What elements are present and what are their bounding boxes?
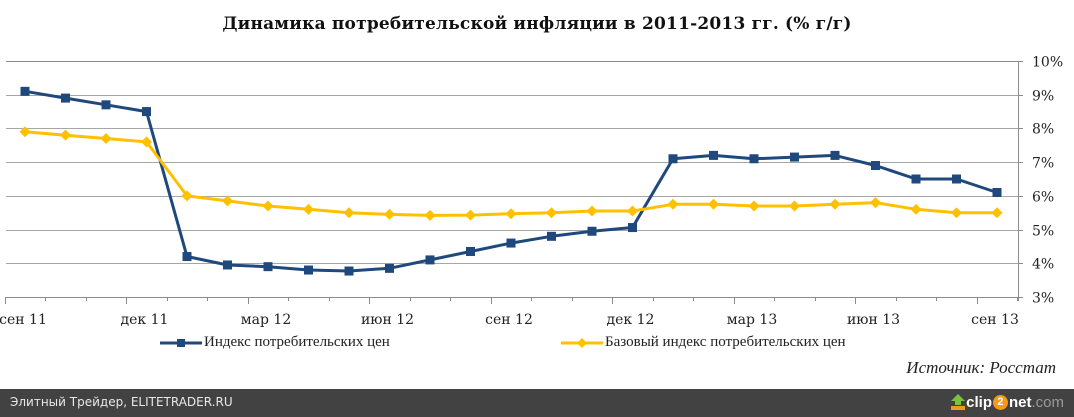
- data-point-marker: [830, 150, 840, 160]
- brand-text-net: net: [1008, 393, 1032, 411]
- x-tick-label: мар 12: [241, 312, 291, 328]
- data-point-marker: [708, 198, 719, 210]
- data-point-marker: [384, 208, 395, 220]
- footer-bar: Элитный Трейдер, ELITETRADER.RU clip 2 n…: [0, 389, 1074, 417]
- data-point-marker: [546, 207, 557, 219]
- data-point-marker: [911, 174, 921, 184]
- data-point-marker: [789, 200, 800, 212]
- brand-text-com: .com: [1031, 393, 1064, 411]
- axes: 3% 4% 5% 6% 7% 8% 9% 10% сен 11 дек 11 мар 12 июн 1…: [0, 55, 1063, 329]
- data-point-marker: [181, 190, 193, 202]
- legend-label-cpi: Индекс потребительских цен: [204, 334, 390, 350]
- data-point-marker: [506, 238, 516, 248]
- y-tick-label: 9%: [1032, 89, 1054, 105]
- data-point-marker: [991, 207, 1003, 219]
- data-point-marker: [142, 107, 151, 117]
- y-tick-label: 6%: [1032, 190, 1054, 206]
- data-point-marker: [910, 203, 922, 215]
- chart-title: Динамика потребительской инфляции в 2011…: [222, 14, 852, 34]
- x-tick-label: сен 12: [485, 312, 533, 328]
- data-point-marker: [182, 252, 192, 262]
- footer-site-text: Элитный Трейдер, ELITETRADER.RU: [10, 395, 233, 409]
- y-tick-label: 3%: [1032, 291, 1054, 307]
- data-point-marker: [466, 246, 475, 256]
- data-point-marker: [952, 174, 961, 184]
- brand-text-clip: clip: [966, 393, 992, 411]
- data-point-marker: [871, 161, 880, 171]
- legend: Индекс потребительских цен Базовый индек…: [0, 334, 1074, 354]
- data-point-marker: [61, 93, 70, 103]
- data-point-marker: [749, 154, 759, 164]
- data-point-marker: [262, 200, 274, 212]
- upload-arrow-icon: [951, 394, 966, 410]
- source-note: Источник: Росстат: [906, 358, 1056, 377]
- legend-label-core-cpi: Базовый индекс потребительских цен: [605, 334, 846, 350]
- y-tick-label: 10%: [1032, 55, 1063, 71]
- data-point-marker: [19, 126, 31, 138]
- data-point-marker: [101, 100, 111, 110]
- data-point-marker: [60, 129, 71, 141]
- data-point-marker: [586, 205, 598, 217]
- legend-swatch-cpi-icon: [160, 338, 202, 347]
- data-point-marker: [709, 150, 718, 160]
- data-point-marker: [951, 207, 962, 219]
- data-point-marker: [627, 205, 638, 217]
- data-point-marker: [505, 208, 517, 220]
- data-point-marker: [424, 209, 436, 221]
- y-tick-label: 7%: [1032, 156, 1054, 172]
- x-tick-label: июн 13: [847, 312, 900, 328]
- y-tick-label: 5%: [1032, 224, 1054, 240]
- data-point-marker: [587, 226, 597, 236]
- data-point-marker: [829, 198, 841, 210]
- x-tick-label: дек 12: [607, 312, 655, 328]
- legend-swatch-core-cpi-icon: [561, 337, 603, 348]
- data-point-marker: [343, 207, 355, 219]
- data-point-marker: [668, 154, 678, 164]
- data-point-marker: [465, 209, 476, 221]
- y-tick-label: 4%: [1032, 257, 1054, 273]
- brand-text-2: 2: [992, 394, 1008, 410]
- x-tick-label: дек 11: [121, 312, 169, 328]
- data-point-marker: [790, 152, 799, 162]
- data-point-marker: [263, 262, 273, 272]
- legend-item-cpi: Индекс потребительских цен: [160, 334, 390, 351]
- data-point-marker: [385, 263, 394, 273]
- data-point-marker: [547, 231, 556, 241]
- y-tick-label: 8%: [1032, 122, 1054, 138]
- data-point-marker: [667, 198, 679, 210]
- data-point-marker: [425, 255, 435, 265]
- legend-item-core-cpi: Базовый индекс потребительских цен: [561, 334, 846, 351]
- data-point-marker: [748, 200, 760, 212]
- data-point-marker: [344, 266, 354, 276]
- line-chart: 3% 4% 5% 6% 7% 8% 9% 10% сен 11 дек 11 мар 12 июн 1…: [0, 55, 1063, 329]
- x-tick-label: июн 12: [361, 312, 414, 328]
- gridlines: [6, 61, 1018, 264]
- x-tick-label: сен 13: [971, 312, 1019, 328]
- data-point-marker: [20, 86, 30, 96]
- data-point-marker: [870, 197, 881, 209]
- data-point-marker: [222, 195, 233, 207]
- data-point-marker: [223, 260, 232, 270]
- x-tick-label: сен 11: [0, 312, 47, 328]
- data-point-marker: [100, 133, 112, 145]
- data-point-marker: [628, 223, 637, 233]
- x-tick-label: мар 13: [727, 312, 777, 328]
- data-point-marker: [304, 265, 313, 275]
- data-point-marker: [303, 203, 314, 215]
- data-point-marker: [141, 136, 152, 148]
- data-point-marker: [992, 187, 1002, 197]
- series-lines: [19, 86, 1003, 276]
- clip2net-logo[interactable]: clip 2 net .com: [950, 393, 1064, 411]
